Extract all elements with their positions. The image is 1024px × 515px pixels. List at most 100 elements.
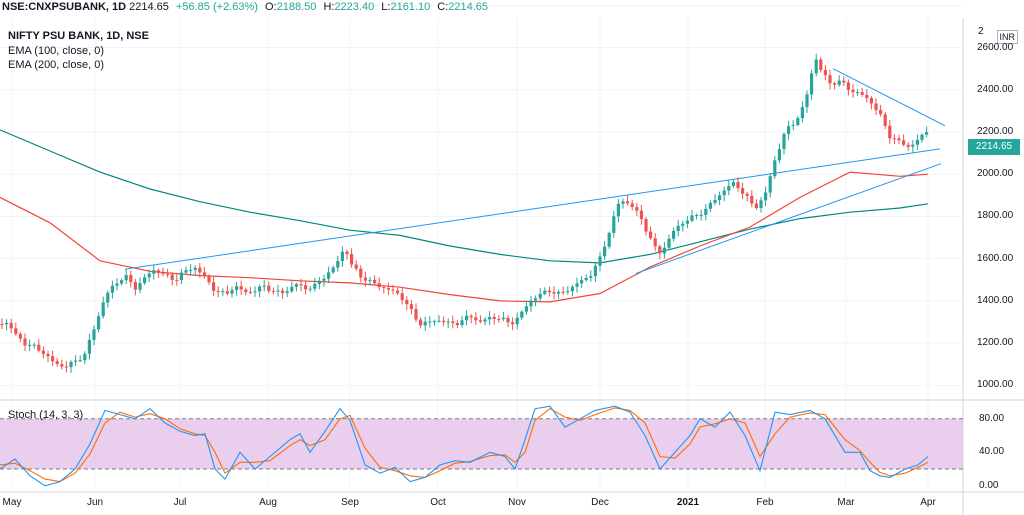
candle-body <box>276 290 280 292</box>
candle-body <box>520 311 524 318</box>
candle-body <box>538 293 542 299</box>
candle-body <box>207 275 211 283</box>
symbol-label: NSE:CNXPSUBANK, 1D <box>2 1 127 13</box>
time-tick-label: Aug <box>259 497 277 508</box>
candle-body <box>888 125 892 139</box>
candle-body <box>110 285 114 293</box>
candle-body <box>653 238 657 247</box>
candle-body <box>14 328 18 334</box>
candle-body <box>9 322 13 329</box>
candle-body <box>856 92 860 94</box>
close-label: C: <box>437 1 449 13</box>
candle-body <box>414 309 418 320</box>
candle-body <box>810 73 814 95</box>
candle-body <box>193 267 197 270</box>
candle-body <box>612 216 616 233</box>
candle-body <box>796 118 800 126</box>
candle-body <box>828 75 832 84</box>
candle-body <box>322 278 326 281</box>
candle-body <box>235 286 239 291</box>
currency-badge[interactable]: INR <box>996 30 1018 44</box>
candle-body <box>920 134 924 140</box>
candle-body <box>78 360 82 362</box>
time-tick-label: 2021 <box>676 497 700 508</box>
candle-body <box>672 230 676 239</box>
candle-body <box>616 203 620 217</box>
candle-body <box>294 284 298 287</box>
open-value: 2188.50 <box>276 1 317 13</box>
candle-body <box>860 92 864 95</box>
time-tick-label: Apr <box>920 497 936 508</box>
last-price-tag: 2214.65 <box>968 139 1020 155</box>
candle-body <box>911 144 915 147</box>
candle-body <box>428 321 432 323</box>
price-tick-label: 1600.00 <box>977 252 1014 264</box>
candle-body <box>736 182 740 189</box>
candle-body <box>791 125 795 127</box>
candle-body <box>552 292 556 294</box>
candle-body <box>28 344 32 346</box>
stoch-k-line <box>0 405 929 487</box>
candle-body <box>64 366 68 368</box>
candle-body <box>915 139 919 145</box>
candle-body <box>511 322 515 325</box>
candle-body <box>92 329 96 340</box>
candle-body <box>869 97 873 104</box>
candle-body <box>777 149 781 161</box>
ema100-line <box>0 171 929 303</box>
close-value: 2214.65 <box>448 1 489 13</box>
time-tick-label: Mar <box>837 497 855 508</box>
chart-title[interactable]: NIFTY PSU BANK, 1D, NSE <box>8 30 149 42</box>
candle-body <box>41 350 45 354</box>
stoch-legend[interactable]: Stoch (14, 3, 3) <box>8 409 84 421</box>
candle-body <box>833 83 837 85</box>
candle-body <box>166 273 170 275</box>
candle-body <box>713 199 717 203</box>
candle-body <box>340 251 344 262</box>
candle-body <box>0 324 4 326</box>
ema200-line <box>0 129 929 264</box>
candle-body <box>313 283 317 289</box>
candle-body <box>883 114 887 126</box>
candle-body <box>718 195 722 200</box>
time-tick-label: Feb <box>756 497 774 508</box>
open-label: O: <box>264 1 277 13</box>
candle-body <box>239 286 243 290</box>
candle-body <box>805 94 809 108</box>
candle-body <box>23 338 27 346</box>
time-tick-label: Dec <box>591 497 609 508</box>
candle-body <box>474 317 478 321</box>
candle-body <box>308 288 312 290</box>
candle-body <box>175 279 179 281</box>
candle-body <box>704 208 708 215</box>
candle-body <box>405 299 409 305</box>
low-label: L: <box>381 1 391 13</box>
candle-body <box>557 291 561 294</box>
candle-body <box>902 140 906 145</box>
ema200-legend[interactable]: EMA (200, close, 0) <box>8 59 104 71</box>
candle-body <box>469 315 473 318</box>
candle-body <box>225 291 229 294</box>
candle-body <box>267 285 271 292</box>
candle-body <box>115 283 119 286</box>
candle-body <box>152 270 156 274</box>
ema100-legend[interactable]: EMA (100, close, 0) <box>8 45 104 57</box>
candle-body <box>437 320 441 322</box>
candle-body <box>46 353 50 357</box>
candle-body <box>87 339 91 354</box>
candle-body <box>593 265 597 277</box>
candle-body <box>327 272 331 279</box>
candle-body <box>419 319 423 326</box>
candle-body <box>768 176 772 193</box>
candle-body <box>262 285 266 287</box>
candle-body <box>18 333 22 339</box>
candle-body <box>667 238 671 248</box>
candle-body <box>442 320 446 323</box>
candle-body <box>819 59 823 71</box>
candle-body <box>837 80 841 85</box>
candle-body <box>515 317 519 325</box>
candle-body <box>575 283 579 287</box>
candle-body <box>543 290 547 294</box>
candle-body <box>446 321 450 323</box>
